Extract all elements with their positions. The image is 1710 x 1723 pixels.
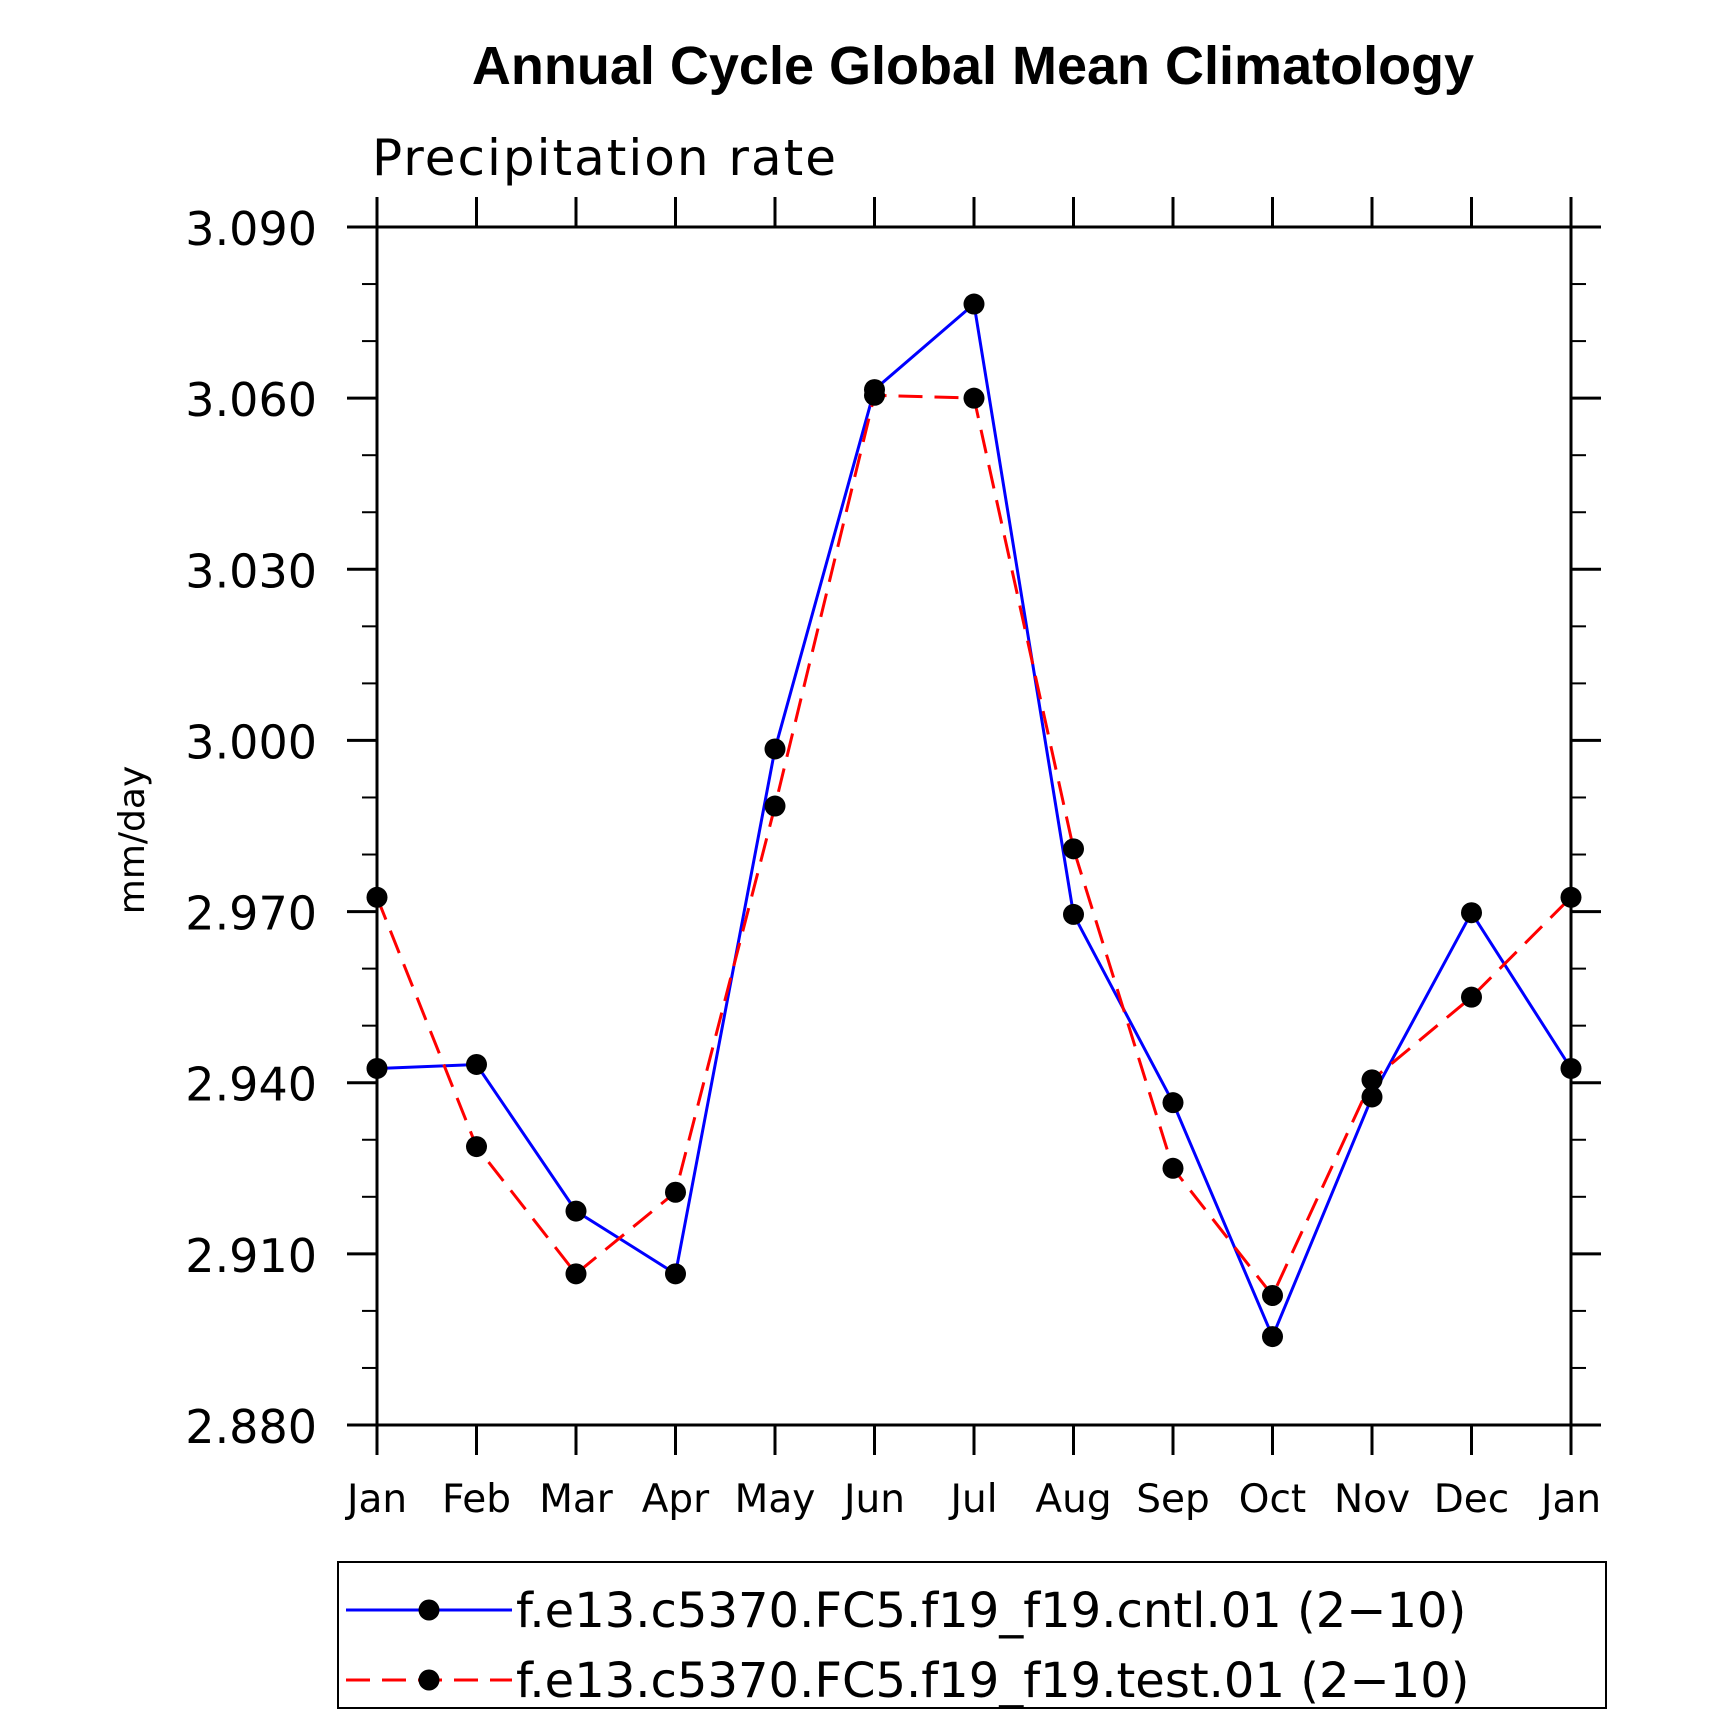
series-1-point — [764, 738, 786, 760]
y-tick-label: 2.970 — [185, 887, 317, 941]
y-tick-label: 2.940 — [185, 1058, 317, 1112]
y-tick-label: 3.090 — [185, 202, 317, 256]
x-tick-label: Jan — [344, 1477, 407, 1522]
legend-marker-1 — [418, 1599, 440, 1621]
y-tick-label: 3.000 — [185, 715, 317, 769]
series-1-point — [1461, 902, 1482, 924]
series-2-point — [1063, 838, 1084, 860]
series-1-point — [963, 293, 985, 315]
plot-area: Jan Feb Mar Apr May Jun Jul Aug Sep Oct Nov Dec Jan 2… — [185, 197, 1601, 1522]
series-1-point — [1361, 1086, 1383, 1108]
series-2-point — [764, 795, 786, 817]
series-2-point — [565, 1263, 587, 1285]
x-tick-label: Dec — [1434, 1477, 1509, 1522]
legend-label-2: f.e13.c5370.FC5.f19_f19.test.01 (2−10) — [516, 1653, 1470, 1709]
series-2-point — [1262, 1285, 1283, 1307]
series-1-point — [366, 1057, 388, 1079]
legend: f.e13.c5370.FC5.f19_f19.cntl.01 (2−10) f.… — [337, 1561, 1607, 1709]
y-tick-label: 2.880 — [185, 1400, 317, 1454]
y-axis-label: mm/day — [112, 766, 153, 914]
x-tick-label: Oct — [1239, 1477, 1306, 1522]
series-1-point — [665, 1263, 686, 1285]
x-tick-label: Feb — [442, 1477, 511, 1522]
y-tick-label: 2.910 — [185, 1229, 317, 1283]
x-tick-label: Apr — [642, 1477, 710, 1522]
x-tick-label: Jan — [1538, 1477, 1601, 1522]
legend-marker-2 — [418, 1669, 440, 1691]
series-1-point — [1262, 1326, 1283, 1348]
series-2-point — [366, 886, 388, 908]
x-tick-label: Mar — [539, 1477, 614, 1522]
chart-subtitle: Precipitation rate — [372, 129, 838, 187]
y-tick-label: 3.030 — [185, 544, 317, 598]
series-1-point — [1162, 1092, 1184, 1114]
x-tick-label: Aug — [1035, 1477, 1111, 1522]
series-1-point — [1560, 1057, 1582, 1079]
series-2-point — [466, 1136, 487, 1158]
series-1-point — [1063, 903, 1084, 925]
x-tick-label: Jun — [841, 1477, 905, 1522]
series-1-point — [565, 1200, 587, 1222]
series-2-point — [665, 1181, 686, 1203]
x-tick-label: Sep — [1136, 1477, 1210, 1522]
chart-title: Annual Cycle Global Mean Climatology — [472, 36, 1474, 96]
x-tick-label: Nov — [1334, 1477, 1410, 1522]
legend-box — [337, 1561, 1607, 1709]
series-2-point — [1461, 986, 1482, 1008]
series-2-point — [1361, 1069, 1383, 1091]
x-tick-label: May — [735, 1477, 816, 1522]
series-2-point — [1162, 1157, 1184, 1179]
series-2-point — [864, 384, 885, 406]
legend-label-1: f.e13.c5370.FC5.f19_f19.cntl.01 (2−10) — [516, 1583, 1466, 1639]
series-1-point — [466, 1053, 487, 1075]
x-tick-label: Jul — [947, 1477, 997, 1522]
series-2-point — [963, 387, 985, 409]
series-2-point — [1560, 886, 1582, 908]
y-tick-label: 3.060 — [185, 373, 317, 427]
